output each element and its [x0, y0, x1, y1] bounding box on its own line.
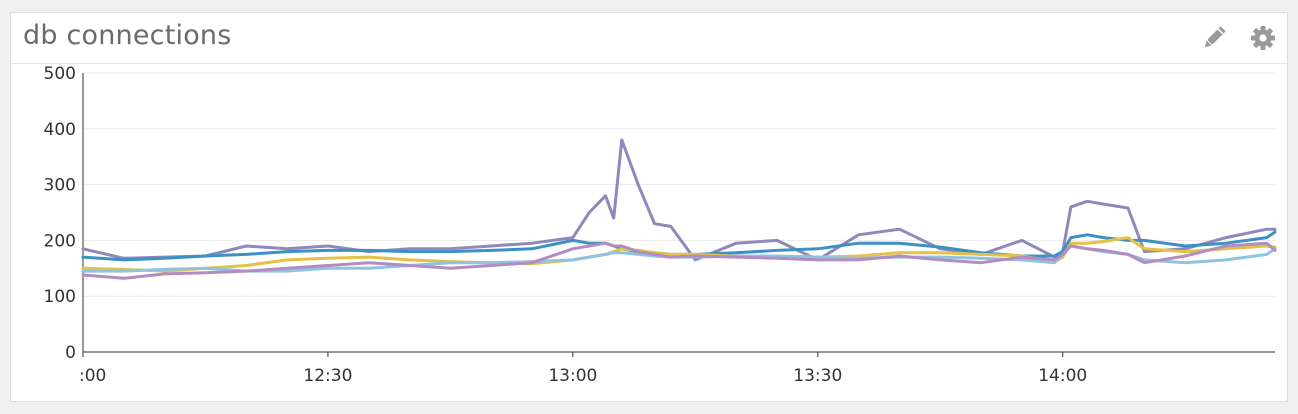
timeseries-widget: db connections	[10, 12, 1288, 402]
pencil-icon[interactable]	[1200, 24, 1228, 52]
y-tick-label: 400	[44, 120, 76, 140]
y-tick-label: 0	[65, 343, 76, 363]
x-tick-label: :00	[79, 366, 106, 386]
y-axis: 0 100 200 300 400 500	[44, 64, 84, 363]
x-tick-label: 13:00	[548, 366, 597, 386]
line-chart: 0 100 200 300 400 500 :00 12:30 13:00 13:30 14:00	[44, 64, 1277, 386]
series-lines	[81, 138, 1277, 280]
series-line	[81, 236, 1277, 273]
widget-header: db connections	[11, 13, 1287, 64]
y-tick-label: 500	[44, 64, 76, 84]
gear-icon[interactable]	[1249, 24, 1277, 52]
y-tick-label: 200	[44, 231, 76, 251]
x-tick-label: 12:30	[303, 366, 352, 386]
widget-title: db connections	[23, 20, 232, 51]
chart-grid	[83, 72, 1275, 297]
x-axis: :00 12:30 13:00 13:30 14:00	[79, 351, 1275, 386]
x-tick-label: 13:30	[793, 366, 842, 386]
series-line	[81, 241, 1277, 280]
y-tick-label: 100	[44, 287, 76, 307]
series-line	[81, 138, 1277, 262]
y-tick-label: 300	[44, 176, 76, 196]
x-tick-label: 14:00	[1038, 366, 1087, 386]
